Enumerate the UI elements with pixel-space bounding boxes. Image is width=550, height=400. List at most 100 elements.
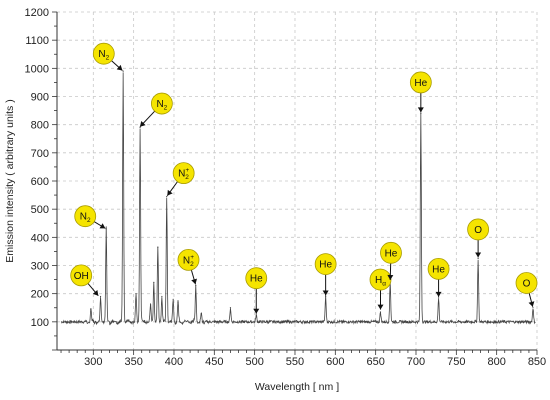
annotation-badge	[74, 205, 97, 228]
peak-point	[149, 304, 152, 306]
annotation-he: He	[314, 253, 337, 296]
annotation-badge	[515, 272, 538, 294]
annotation-label: He	[414, 78, 427, 89]
annotation-badge	[314, 253, 337, 275]
annotation-badge	[427, 257, 450, 280]
axes	[52, 11, 538, 355]
annotation-label: He	[319, 260, 332, 271]
spectrum-line	[60, 72, 536, 326]
annotation-badge	[92, 42, 115, 65]
annotation-he: He	[427, 257, 450, 297]
tick-labels: 300 350 400 450 500 550 600 650 700 750 800 850 100 2…	[25, 7, 547, 368]
x-tick-label: 550	[286, 356, 304, 368]
annotation-label: N2+	[178, 167, 189, 181]
y-tick-label: 700	[31, 148, 49, 160]
annotation-arrow-head	[116, 64, 123, 71]
peak-point	[379, 311, 382, 313]
annotation-arrow-head	[99, 223, 106, 229]
peak-point	[135, 293, 137, 295]
x-tick-label: 800	[487, 356, 505, 368]
annotation-arrow-head	[417, 107, 424, 113]
peak-point	[229, 307, 232, 309]
annotation-n-2: N2+	[166, 162, 195, 196]
annotation-arrow-head	[191, 278, 197, 285]
annotation-n-2: N2	[139, 92, 173, 128]
annotation-badge	[172, 162, 195, 185]
x-tick-label: 600	[326, 356, 344, 368]
annotation-label: N2	[156, 99, 167, 112]
annotation-label: O	[523, 278, 531, 289]
x-tick-label: 750	[447, 356, 465, 368]
annotation-label: OH	[74, 271, 89, 282]
peak-point	[200, 312, 203, 314]
peak-annotations: OH N2 N2 N2 N2+ N2+ He He Hα He He He O O	[70, 42, 538, 314]
peak-point	[90, 308, 92, 310]
peak-point	[477, 257, 479, 260]
y-tick-label: 500	[31, 204, 49, 216]
annotation-arrow-head	[475, 252, 482, 258]
annotation-arrow-head	[139, 121, 146, 127]
y-tick-label: 400	[31, 232, 49, 244]
annotation-label: N2	[98, 49, 109, 62]
peak-point	[122, 70, 124, 72]
annotation-badge	[409, 71, 432, 94]
annotation-label: O	[474, 225, 482, 236]
annotation-badge	[177, 248, 200, 271]
y-tick-label: 1000	[25, 63, 49, 75]
y-tick-label: 300	[31, 261, 49, 273]
peak-point	[139, 126, 141, 129]
annotation-h-α: Hα	[369, 268, 392, 310]
y-tick-label: 100	[31, 317, 49, 329]
annotation-label: He	[250, 274, 263, 285]
annotation-badge	[70, 264, 93, 287]
annotation-badge	[380, 241, 402, 264]
peak-point	[99, 295, 102, 298]
peak-point	[172, 298, 174, 300]
annotation-n-2: N2+	[177, 248, 200, 285]
annotation-label: He	[432, 264, 445, 275]
annotation-badge	[467, 218, 490, 241]
peak-point	[437, 297, 440, 299]
peak-point	[161, 295, 163, 298]
y-tick-label: 600	[31, 176, 49, 188]
annotation-o: O	[467, 218, 490, 258]
annotation-arrow-head	[387, 274, 394, 280]
y-tick-label: 200	[31, 289, 49, 301]
x-tick-label: 300	[84, 356, 102, 368]
annotation-label: Hα	[375, 275, 386, 288]
y-tick-label: 800	[31, 120, 49, 132]
annotation-he: He	[380, 241, 402, 281]
annotation-arrow-head	[322, 290, 329, 296]
annotation-oh: OH	[70, 264, 99, 297]
y-tick-label: 1200	[25, 7, 49, 19]
peak-point	[177, 301, 179, 303]
peak-point	[105, 228, 107, 230]
peak-point	[420, 112, 422, 114]
annotation-n-2: N2	[74, 205, 106, 229]
grid-lines	[57, 11, 538, 350]
peak-point	[166, 195, 168, 198]
spectrum-series	[60, 70, 536, 326]
annotation-badge	[369, 268, 392, 291]
x-tick-label: 400	[165, 356, 183, 368]
annotation-label: N2	[80, 212, 91, 225]
y-axis-title: Emission intensity ( arbitrary units )	[4, 99, 16, 262]
annotation-arrow-head	[92, 289, 99, 296]
peak-point	[153, 281, 155, 283]
annotation-arrow-head	[377, 304, 384, 310]
peak-point	[255, 314, 257, 316]
annotation-arrow-head	[253, 308, 260, 314]
peak-point	[195, 284, 197, 286]
y-tick-label: 900	[31, 92, 49, 104]
peak-point	[532, 307, 534, 309]
x-axis-title: Wavelength [ nm ]	[255, 381, 339, 393]
y-tick-label: 1100	[25, 35, 49, 47]
annotation-label: He	[385, 248, 398, 259]
x-tick-label: 350	[124, 356, 142, 368]
x-tick-label: 450	[205, 356, 223, 368]
annotation-o: O	[515, 272, 538, 307]
annotation-he: He	[245, 267, 268, 314]
annotation-badge	[150, 92, 173, 115]
annotation-n-2: N2	[92, 42, 123, 71]
